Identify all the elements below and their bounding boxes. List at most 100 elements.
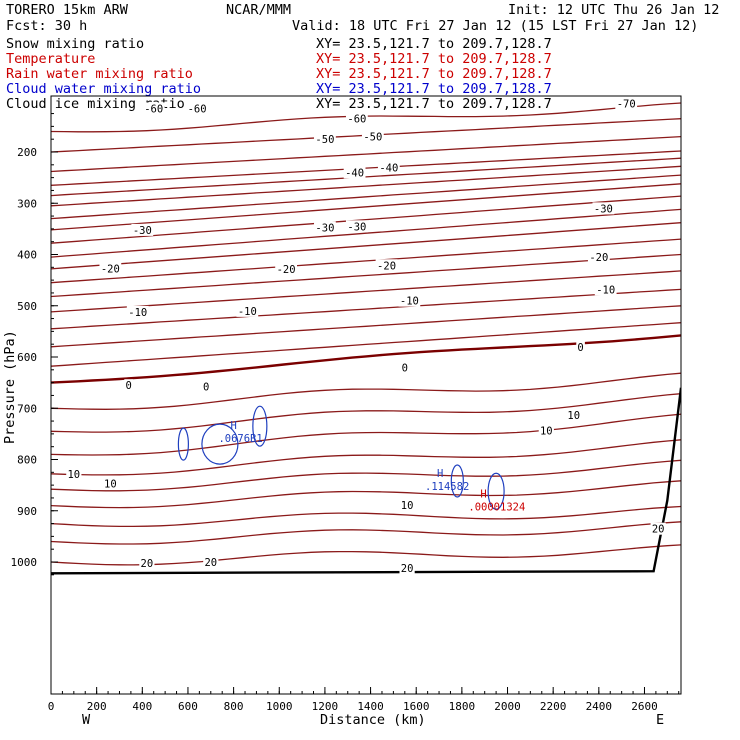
isotherm-label: -70 (617, 98, 636, 110)
isotherm-label: 20 (141, 558, 154, 570)
isotherm-label-bg (236, 304, 259, 317)
isotherm-label-bg (102, 477, 118, 490)
y-tick-label: 200 (17, 146, 37, 159)
isotherm (51, 459, 681, 492)
x-axis-west-label: W (82, 712, 91, 728)
isotherm-label: -60 (144, 103, 163, 115)
terrain-line (51, 387, 681, 575)
field-legend: Snow mixing ratio XY= 23.5,121.7 to 209.7… (6, 36, 552, 112)
isotherm-label-bg (587, 251, 610, 264)
x-axis-title: Distance (km) (320, 712, 426, 728)
cloud-water-contour (450, 464, 464, 498)
isotherm (51, 393, 681, 433)
y-tick-label: 400 (17, 249, 37, 262)
isotherm-label: 10 (567, 410, 580, 422)
isotherm-label: -20 (589, 252, 608, 264)
maximum-marker: H (437, 468, 443, 480)
isotherm-label: -40 (345, 168, 364, 180)
isotherm-label: -30 (347, 221, 366, 233)
cloud-water-contour (177, 427, 189, 461)
legend-field-xy: XY= 23.5,121.7 to 209.7,128.7 (316, 51, 552, 67)
x-axis: 0 200 400 600 800 1000 1200 1400 1600 1800 2000 220… (48, 687, 680, 713)
cloud-water-contour (487, 472, 505, 510)
isotherm-label: 20 (204, 557, 217, 569)
isotherm (51, 480, 681, 509)
isotherm (51, 372, 681, 410)
legend-field-name: Rain water mixing ratio (6, 66, 193, 82)
isotherm (51, 174, 681, 220)
isotherm-label-bg (399, 499, 415, 512)
isotherm (51, 183, 681, 231)
isotherm-label: -50 (315, 134, 334, 146)
x-tick-label: 600 (178, 700, 198, 713)
x-tick-label: 2200 (540, 700, 567, 713)
isotherm-label: -60 (347, 114, 366, 126)
isotherm-label-bg (142, 102, 165, 115)
isotherm-label-bg (592, 202, 615, 215)
isotherm-label-bg (99, 262, 122, 275)
cloud-water-contour (201, 423, 239, 465)
isotherm-label-bg (203, 556, 219, 568)
isotherm-label: 10 (540, 425, 553, 437)
isotherm (51, 208, 681, 258)
isotherm (51, 157, 681, 197)
isotherm-label-bg (343, 166, 366, 179)
contour-labels: -60 -60 -70 -60 -50 -50 -40 -40 -30 -30 -30 -30 -20 -… (66, 97, 666, 575)
isotherm (51, 150, 681, 186)
isotherm (51, 253, 681, 298)
y-tick-label: 700 (17, 402, 37, 415)
maximum-value: .00001324 (468, 502, 525, 514)
y-tick-label: 800 (17, 454, 37, 467)
y-tick-label: 1000 (11, 556, 38, 569)
isotherm (51, 165, 681, 207)
isotherm-label-bg (398, 294, 421, 307)
y-axis: 200 300 400 500 600 700 800 900 1000 (11, 113, 58, 576)
y-tick-label: 900 (17, 505, 37, 518)
y-axis-title: Pressure (hPa) (2, 330, 18, 444)
isotherm-label-bg (275, 262, 298, 275)
isotherm-label: -10 (596, 284, 615, 296)
legend-field-xy: XY= 23.5,121.7 to 209.7,128.7 (316, 96, 552, 112)
x-tick-label: 1200 (312, 700, 339, 713)
x-tick-label: 800 (224, 700, 244, 713)
isotherm-label: -30 (594, 203, 613, 215)
valid-time: Valid: 18 UTC Fri 27 Jan 12 (15 LST Fri … (292, 18, 698, 34)
isotherm-label-bg (126, 305, 149, 318)
cloud-water-contour (252, 405, 268, 447)
x-axis-east-label: E (656, 712, 664, 728)
terrain-surface (51, 387, 681, 575)
isotherm-label-bg (399, 562, 415, 575)
isotherm (51, 195, 681, 244)
legend-field-name: Snow mixing ratio (6, 36, 144, 52)
isotherm-label-bg (186, 102, 208, 115)
isotherm (51, 288, 681, 330)
isotherm-label-bg (538, 424, 554, 437)
x-tick-label: 2000 (494, 700, 521, 713)
isotherm-label: 0 (577, 342, 583, 354)
isotherm-label-bg (124, 379, 133, 392)
model-label: TORERO 15km ARW (6, 2, 129, 18)
x-tick-label: 400 (132, 700, 152, 713)
isotherm (51, 439, 681, 476)
init-time: Init: 12 UTC Thu 26 Jan 12 (508, 2, 719, 18)
isotherm-label-bg (201, 380, 211, 393)
legend-field-xy: XY= 23.5,121.7 to 209.7,128.7 (316, 66, 552, 82)
isotherm-label-bg (139, 557, 155, 570)
plot-area: -60 -60 -70 -60 -50 -50 -40 -40 -30 -30 -30 -30 -20 -… (51, 97, 681, 575)
isotherm-label-bg (314, 133, 336, 146)
isotherm-label: 0 (203, 382, 209, 394)
maximum-value: .0676B1 (218, 433, 262, 445)
isotherm-label: 10 (67, 469, 80, 481)
isotherm-label: 10 (104, 479, 117, 491)
isotherm (51, 135, 681, 173)
isotherm (51, 270, 681, 313)
isotherm (51, 413, 681, 456)
isotherm-label-bg (375, 259, 398, 272)
y-tick-label: 500 (17, 300, 37, 313)
isotherm-label-bg (361, 130, 384, 143)
legend-field-xy: XY= 23.5,121.7 to 209.7,128.7 (316, 36, 552, 52)
isotherm (51, 521, 681, 545)
isotherm-label-bg (650, 522, 666, 535)
isotherm-label: -20 (101, 263, 120, 275)
